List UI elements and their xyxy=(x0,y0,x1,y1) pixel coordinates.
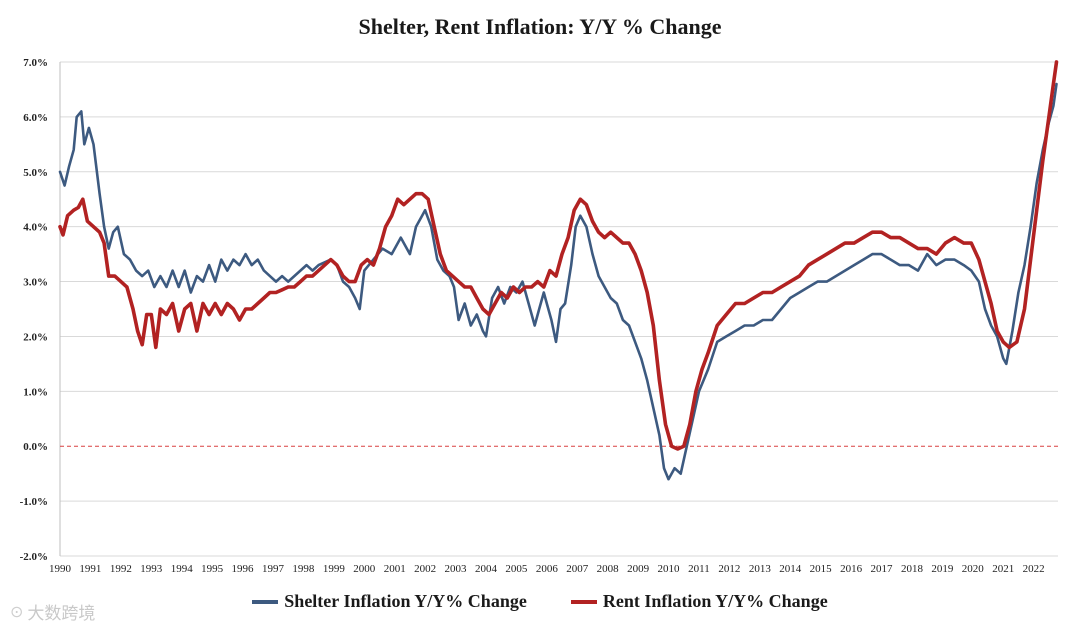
x-tick-label: 1996 xyxy=(232,563,255,575)
plot-area: 7.0% 6.0% 5.0% 4.0% 3.0% 2.0% 1.0% 0.0% -1.0% -2.… xyxy=(20,57,1059,575)
legend-label-shelter: Shelter Inflation Y/Y% Change xyxy=(284,591,527,611)
y-tick-label: 1.0% xyxy=(23,386,48,398)
x-tick-label: 2011 xyxy=(688,563,710,575)
x-tick-label: 2015 xyxy=(810,563,833,575)
series-line-shelter xyxy=(58,82,1058,481)
x-tick-label: 2010 xyxy=(658,563,681,575)
y-tick-label: -2.0% xyxy=(20,551,48,563)
x-tick-label: 1998 xyxy=(292,563,315,575)
legend-swatch-rent xyxy=(570,599,597,604)
y-tick-label: 5.0% xyxy=(23,167,48,179)
legend: Shelter Inflation Y/Y% Change Rent Infla… xyxy=(0,591,1080,612)
x-tick-label: 2003 xyxy=(445,563,468,575)
x-tick-label: 2013 xyxy=(749,563,772,575)
x-tick-label: 2021 xyxy=(992,563,1014,575)
legend-swatch-shelter xyxy=(252,599,279,604)
y-tick-label: 0.0% xyxy=(23,441,48,453)
x-tick-label: 1993 xyxy=(140,563,163,575)
x-tick-label: 2020 xyxy=(962,563,985,575)
x-tick-label: 2006 xyxy=(536,563,559,575)
series-line-rent xyxy=(58,60,1059,451)
x-tick-label: 2009 xyxy=(627,563,650,575)
x-tick-label: 1992 xyxy=(110,563,132,575)
watermark-text: 大数跨境 xyxy=(27,604,96,624)
y-tick-label: 4.0% xyxy=(23,222,48,234)
x-tick-label: 1995 xyxy=(201,563,224,575)
x-tick-label: 2018 xyxy=(901,563,924,575)
x-tick-label: 2022 xyxy=(1023,563,1045,575)
x-tick-label: 2000 xyxy=(353,563,376,575)
y-tick-label: 3.0% xyxy=(23,277,48,289)
y-tick-label: 2.0% xyxy=(23,331,48,343)
x-tick-label: 2004 xyxy=(475,563,498,575)
watermark: ⊙ 大数跨境 xyxy=(10,599,95,624)
y-tick-label: 6.0% xyxy=(23,112,48,124)
x-tick-label: 2002 xyxy=(414,563,436,575)
x-tick-label: 2008 xyxy=(597,563,620,575)
x-tick-label: 2001 xyxy=(384,563,406,575)
legend-label-rent: Rent Inflation Y/Y% Change xyxy=(602,591,828,611)
x-tick-label: 2019 xyxy=(931,563,954,575)
x-tick-label: 2005 xyxy=(505,563,528,575)
x-tick-label: 2016 xyxy=(840,563,863,575)
legend-item-rent: Rent Inflation Y/Y% Change xyxy=(570,591,828,612)
x-tick-label: 2012 xyxy=(718,563,740,575)
x-tick-label: 2014 xyxy=(779,563,802,575)
legend-item-shelter: Shelter Inflation Y/Y% Change xyxy=(252,591,527,612)
chart-title: Shelter, Rent Inflation: Y/Y % Change xyxy=(358,14,722,39)
watermark-logo-icon: ⊙ xyxy=(10,602,24,621)
x-tick-label: 1999 xyxy=(323,563,346,575)
x-tick-label: 1994 xyxy=(171,563,194,575)
x-tick-label: 2017 xyxy=(871,563,894,575)
y-tick-label: 7.0% xyxy=(23,57,48,69)
x-tick-label: 1991 xyxy=(79,563,101,575)
x-tick-label: 1997 xyxy=(262,563,285,575)
x-tick-label: 1990 xyxy=(49,563,72,575)
x-tick-label: 2007 xyxy=(566,563,589,575)
y-tick-label: -1.0% xyxy=(20,496,48,508)
